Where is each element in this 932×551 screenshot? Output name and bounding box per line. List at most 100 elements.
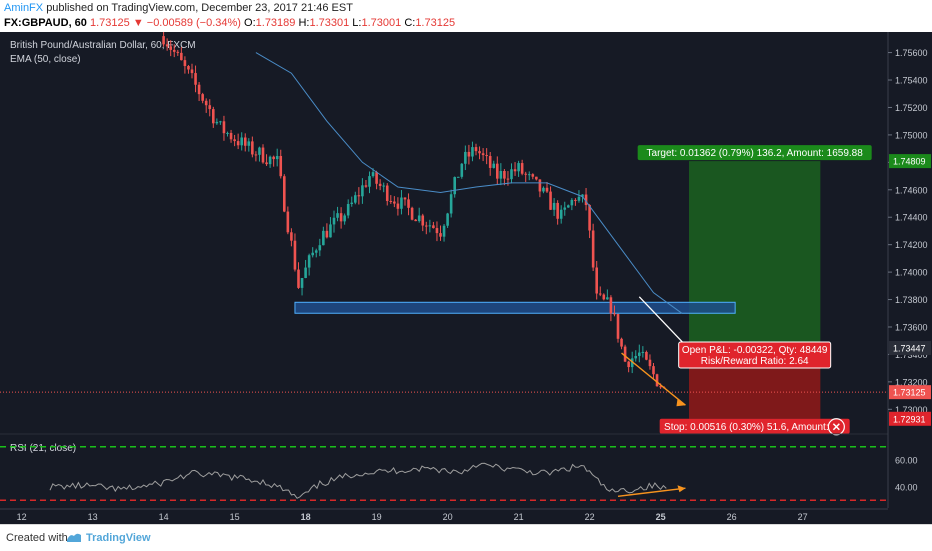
candle-body: [382, 185, 385, 187]
candle-body: [279, 156, 283, 177]
candle-body: [275, 156, 279, 160]
down-arrow-icon: ▼: [132, 17, 144, 29]
time-tick-label: 12: [17, 512, 27, 522]
candle-body: [527, 174, 531, 176]
candle-body: [208, 105, 212, 110]
candle-body: [254, 154, 258, 156]
candle-body: [212, 109, 215, 124]
indicator-label: EMA (50, close): [10, 54, 81, 65]
chart-area[interactable]: British Pound/Australian Dollar, 60, FXC…: [0, 32, 932, 524]
candle-body: [307, 255, 311, 268]
candle-body: [602, 294, 606, 300]
candle-body: [357, 195, 361, 197]
candle-body: [378, 183, 382, 186]
chart-header: AminFX published on TradingView.com, Dec…: [0, 0, 932, 32]
candle-body: [204, 100, 208, 106]
candle-body: [226, 132, 229, 134]
candle-body: [240, 137, 243, 146]
candle-body: [187, 66, 190, 70]
open-label: O:: [244, 17, 256, 29]
symbol-label[interactable]: FX:GBPAUD, 60: [4, 17, 87, 29]
price-marker-label: 1.72931: [893, 414, 926, 424]
candle-body: [297, 269, 300, 288]
candle-body: [570, 199, 574, 206]
rsi-line: [49, 462, 667, 499]
tradingview-brand[interactable]: TradingView: [86, 532, 151, 544]
candle-body: [176, 51, 180, 53]
candle-body: [545, 187, 549, 192]
price-tick-label: 1.75200: [895, 103, 928, 113]
candle-body: [474, 147, 478, 152]
chart-title: British Pound/Australian Dollar, 60, FXC…: [10, 40, 196, 51]
axes: 1.756001.754001.752001.750001.748001.746…: [0, 32, 931, 522]
candle-body: [201, 94, 204, 101]
price-tick-label: 1.75000: [895, 130, 928, 140]
support-zone: [294, 301, 736, 314]
candle-body: [329, 224, 332, 238]
candle-body: [517, 163, 520, 172]
candle-body: [162, 36, 165, 45]
candle-body: [236, 141, 240, 146]
candle-body: [620, 338, 623, 347]
candle-body: [368, 176, 371, 187]
candle-body: [385, 185, 389, 202]
candle-body: [446, 213, 449, 226]
resistance-trendline: [638, 296, 690, 350]
time-tick-label: 21: [514, 512, 524, 522]
candle-body: [421, 215, 425, 226]
candle-body: [552, 202, 556, 210]
candle-body: [584, 194, 588, 206]
candle-body: [190, 69, 194, 74]
candle-body: [396, 203, 400, 209]
candle-body: [577, 196, 581, 201]
price-tick-label: 1.73600: [895, 322, 928, 332]
price-tick-label: 1.75600: [895, 48, 928, 58]
close-x-icon: [832, 423, 840, 431]
candle-body: [354, 195, 357, 203]
candle-body: [652, 366, 655, 375]
candle-body: [616, 314, 620, 339]
candle-body: [265, 162, 268, 165]
price-pane[interactable]: British Pound/Australian Dollar, 60, FXC…: [0, 32, 888, 436]
target-zone: [689, 161, 821, 348]
candle-body: [645, 351, 648, 360]
candle-body: [180, 52, 183, 61]
candle-body: [407, 199, 410, 208]
candles: [162, 32, 666, 389]
candle-body: [428, 225, 432, 227]
time-tick-label: 14: [159, 512, 169, 522]
rr-label: Risk/Reward Ratio: 2.64: [701, 356, 809, 367]
candle-body: [659, 386, 662, 388]
candle-body: [613, 313, 616, 315]
candle-body: [233, 139, 236, 142]
tradingview-logo-icon[interactable]: [66, 531, 82, 543]
time-tick-label: 25: [656, 512, 666, 522]
candle-body: [634, 355, 638, 359]
author-name[interactable]: AminFX: [4, 2, 44, 14]
candle-body: [598, 293, 602, 295]
candle-body: [283, 176, 286, 212]
candle-body: [165, 44, 169, 47]
candle-body: [375, 172, 378, 184]
time-tick-label: 26: [727, 512, 737, 522]
candle-body: [169, 46, 172, 50]
candle-body: [492, 163, 496, 168]
candle-body: [563, 207, 567, 210]
price-marker-bg: [889, 385, 931, 400]
rsi-pane[interactable]: RSI (21, close): [0, 443, 888, 502]
time-tick-label: 13: [88, 512, 98, 522]
candle-body: [332, 217, 336, 225]
candle-body: [336, 213, 339, 218]
candle-body: [364, 185, 368, 187]
close-label: C:: [404, 17, 416, 29]
pnl-group: Open P&L: -0.00322, Qty: 48449Risk/Rewar…: [678, 341, 832, 369]
candle-body: [325, 230, 329, 238]
candle-body: [371, 172, 375, 177]
candle-body: [513, 169, 517, 172]
pnl-bg: [678, 341, 832, 369]
candle-body: [641, 351, 645, 353]
candle-body: [183, 60, 187, 67]
candle-body: [258, 147, 261, 155]
price-marker-label: 1.73125: [893, 388, 926, 398]
candle-body: [350, 202, 354, 204]
